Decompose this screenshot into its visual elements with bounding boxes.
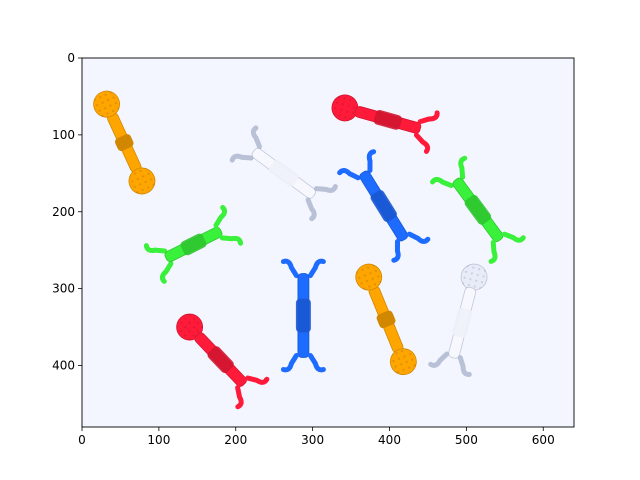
y-tick-label: 0 [67, 51, 75, 65]
orange-ball-connector-2 [355, 263, 417, 376]
y-tick-label: 400 [52, 359, 75, 373]
y-axis: 0 100 200 300 400 [52, 51, 82, 373]
y-tick-label: 300 [52, 282, 75, 296]
red-ball-claw-connector-1 [331, 94, 440, 154]
clear-ball-claw-connector-1 [428, 263, 488, 377]
y-tick-label: 100 [52, 128, 75, 142]
x-tick-label: 200 [224, 433, 247, 447]
plot-frame [81, 57, 575, 428]
blue-claw-connector-2 [280, 258, 326, 373]
plot-background [82, 58, 574, 427]
x-tick-label: 500 [455, 433, 478, 447]
y-tick-label: 200 [52, 205, 75, 219]
x-tick-label: 0 [78, 433, 86, 447]
orange-ball-connector-1 [93, 90, 156, 195]
green-claw-connector-2 [143, 204, 244, 284]
blue-claw-connector-1 [337, 149, 431, 263]
x-axis: 0 100 200 300 400 500 600 [78, 427, 555, 447]
x-tick-label: 300 [301, 433, 324, 447]
image-objects [93, 90, 526, 410]
red-ball-claw-connector-2 [176, 313, 270, 410]
green-claw-connector-1 [430, 155, 526, 264]
clear-claw-connector-1 [229, 125, 338, 222]
x-tick-label: 600 [532, 433, 555, 447]
x-tick-label: 100 [147, 433, 170, 447]
x-tick-label: 400 [378, 433, 401, 447]
